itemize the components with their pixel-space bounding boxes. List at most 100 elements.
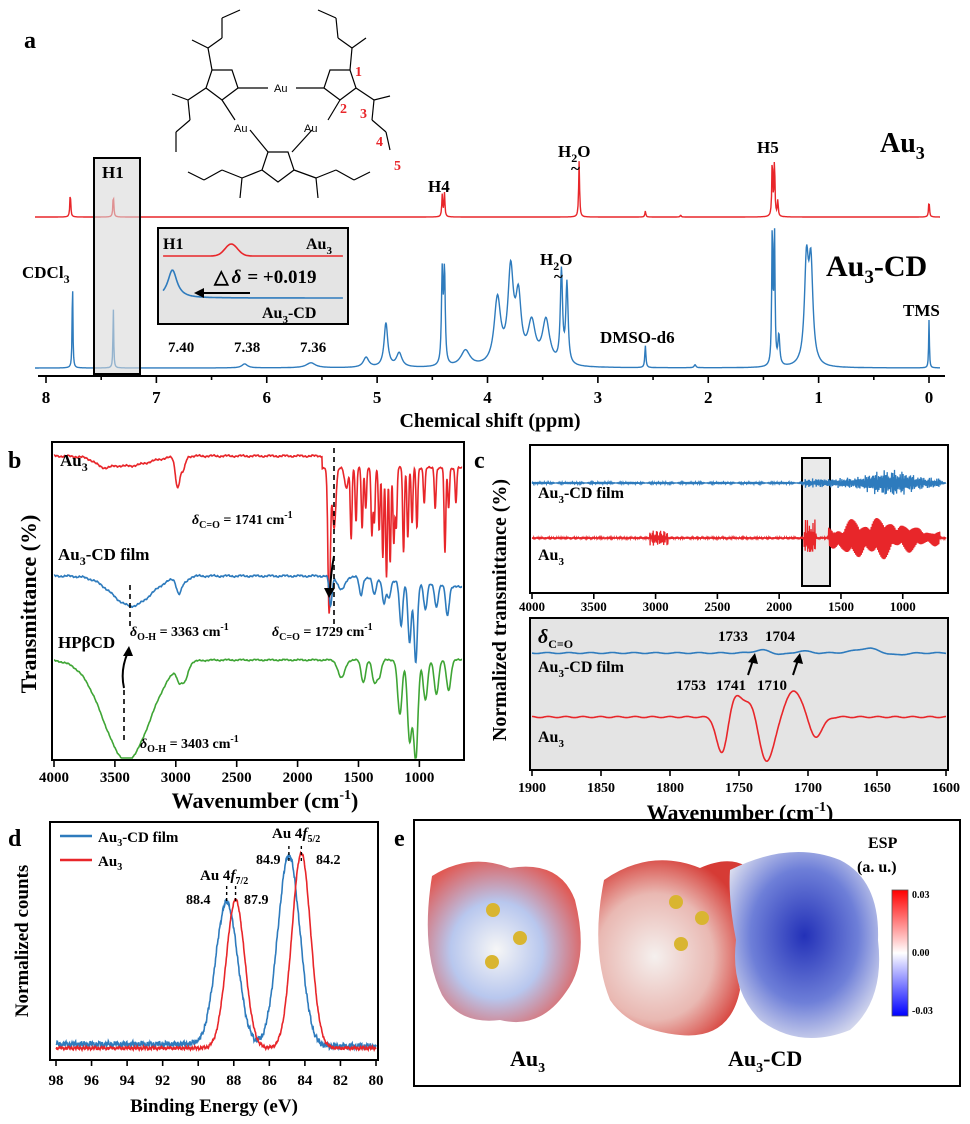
au-atom-top: Au	[274, 83, 287, 95]
nmr-traces	[35, 161, 940, 369]
xps-tick-label: 92	[155, 1073, 170, 1089]
au3-series-label: Au3	[880, 128, 925, 163]
panel-e-label: e	[394, 826, 405, 852]
c-top-tick-label: 2500	[704, 599, 730, 614]
xps-trace-film	[55, 852, 377, 1052]
nmr-tick-label: 4	[483, 388, 492, 407]
xps-dashes	[225, 846, 303, 904]
c-traces	[531, 469, 947, 763]
c-top-tick-label: 1500	[828, 599, 854, 614]
ir-trace-au3	[53, 453, 463, 614]
c-peak-1741: 1741	[716, 678, 746, 694]
struct-num-5: 5	[394, 159, 401, 174]
c-bottom-film-label: Au3-CD film	[538, 659, 625, 680]
c-bottom-tick-label: 1750	[725, 781, 753, 796]
c-delta-label: δC=O	[538, 626, 573, 651]
panel-e: e ESP (a. u.) 0.03 0.00 -0.03 Au3 Au3-CD	[394, 819, 961, 1087]
esp-surface-au3cd-right	[729, 852, 880, 1038]
peak-label-tms: TMS	[903, 301, 940, 320]
ir-tick-label: 1000	[404, 770, 434, 786]
inset-frame	[157, 227, 349, 325]
panel-c-highlight-box	[801, 457, 831, 587]
ir-trace-film	[53, 573, 463, 664]
inset-delta-label: △ δ = +0.019	[213, 267, 317, 288]
nmr-inset: H1 Au3 △ δ = +0.019 Au3-CD 7.40 7.38 7.36	[157, 227, 349, 356]
au-atom-left: Au	[234, 123, 247, 135]
xps-tick-label: 84	[297, 1073, 313, 1089]
c-arrow-1704-head	[793, 653, 803, 664]
xps-val-849: 84.9	[256, 853, 281, 868]
panel-c-label: c	[474, 448, 485, 474]
c-top-tick-label: 4000	[519, 599, 545, 614]
esp-scale-min: -0.03	[912, 1006, 933, 1017]
ir-arrow-co	[329, 555, 335, 591]
au3cd-series-label: Au3-CD	[826, 250, 927, 288]
ir-tick-label: 1500	[343, 770, 373, 786]
esp-label-au3: Au3	[510, 1046, 545, 1076]
peak-label-h4: H4	[428, 177, 450, 196]
c-bottom-tick-label: 1900	[518, 781, 546, 796]
inset-arrow-head	[194, 288, 204, 298]
c-arrow-1733-head	[748, 653, 758, 664]
esp-scale-mid: 0.00	[912, 948, 930, 959]
xps-legend-au3: Au3	[98, 854, 122, 873]
c-bottom-tick-label: 1600	[932, 781, 960, 796]
inset-au3-label: Au3	[306, 236, 332, 257]
ir-hpbcd-label: HPβCD	[58, 633, 115, 652]
ir-ann-oh-3363: δO-H = 3363 cm-1	[130, 622, 229, 643]
au3-structure-atoms: Au Au Au	[234, 83, 317, 135]
panel-c-top-frame	[529, 444, 949, 594]
nmr-tick-label: 5	[373, 388, 382, 407]
peak-tilde-au3: ~	[571, 159, 580, 178]
ir-tick-label: 4000	[39, 770, 69, 786]
c-top-trace-film	[531, 469, 947, 495]
xps-trace-au3	[55, 850, 377, 1053]
c-top-tick-label: 3500	[581, 599, 607, 614]
esp-scale-max: 0.03	[912, 890, 930, 901]
ir-ticks: 4000 3500 3000 2500 2000 1500 1000	[39, 760, 434, 786]
esp-unit: (a. u.)	[857, 859, 897, 876]
xps-f52-label: Au 4f5/2	[272, 826, 320, 845]
c-peak-1704: 1704	[765, 629, 796, 645]
c-top-tick-label: 3000	[643, 599, 669, 614]
peak-label-h2o-au3: H2O	[558, 142, 590, 165]
gold-atom	[485, 955, 499, 969]
au3-structure-diagram	[171, 9, 391, 199]
xps-tick-label: 98	[49, 1073, 64, 1089]
inset-traces	[162, 243, 343, 299]
panel-d-frame	[49, 821, 379, 1061]
panel-d: d 98 96 94 92 90 88 86 84 82 80 Normalized counts…	[8, 821, 384, 1117]
ir-tick-label: 2500	[222, 770, 252, 786]
nmr-tick-label: 0	[925, 388, 934, 407]
h1-highlight-box	[93, 157, 141, 375]
nmr-tick-label: 2	[704, 388, 713, 407]
inset-tick-1: 7.38	[234, 340, 260, 356]
nmr-trace-au3cd	[35, 228, 940, 369]
inset-trace-au3cd	[162, 269, 343, 299]
inset-au3cd-label: Au3-CD	[262, 305, 316, 326]
nmr-tick-label: 8	[42, 388, 51, 407]
au-atom-right: Au	[304, 123, 317, 135]
panel-c-bottom-frame	[529, 617, 949, 771]
ir-au3-label: Au3	[60, 451, 88, 474]
c-peak-1753: 1753	[676, 678, 706, 694]
c-top-au3-label: Au3	[538, 547, 564, 568]
esp-surface-au3	[427, 861, 581, 1023]
ir-arrow-co-head	[324, 588, 335, 598]
nmr-trace-au3	[35, 161, 940, 218]
nmr-tick-label: 3	[594, 388, 603, 407]
c-top-tick-label: 2000	[766, 599, 792, 614]
xps-val-884: 88.4	[186, 893, 211, 908]
c-bottom-tick-label: 1850	[587, 781, 615, 796]
xps-val-842: 84.2	[316, 853, 341, 868]
peak-label-dmso: DMSO-d6	[600, 328, 675, 347]
struct-num-4: 4	[376, 135, 383, 150]
gold-atom	[674, 937, 688, 951]
c-peak-1733: 1733	[718, 629, 748, 645]
c-bottom-tick-label: 1650	[863, 781, 891, 796]
inset-tick-2: 7.36	[300, 340, 327, 356]
inset-trace-au3	[163, 243, 343, 257]
xps-tick-label: 86	[262, 1073, 278, 1089]
panel-d-label: d	[8, 826, 22, 852]
